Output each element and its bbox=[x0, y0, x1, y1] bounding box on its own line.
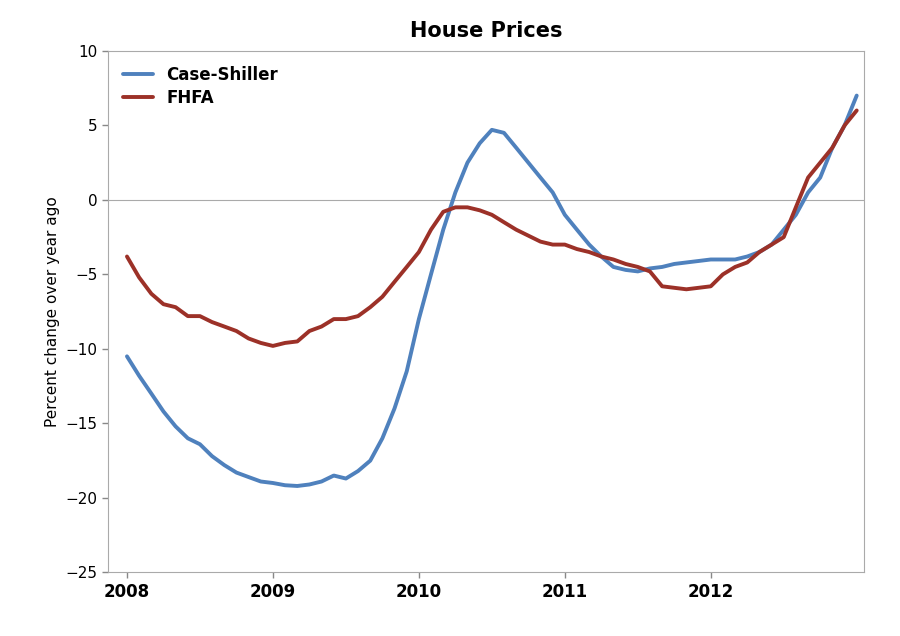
Line: FHFA: FHFA bbox=[127, 111, 857, 346]
FHFA bbox=[389, 278, 400, 286]
Case-Shiller bbox=[304, 481, 315, 488]
Line: Case-Shiller: Case-Shiller bbox=[127, 95, 857, 486]
Case-Shiller bbox=[292, 482, 302, 490]
FHFA bbox=[304, 327, 315, 335]
Case-Shiller bbox=[766, 241, 777, 249]
FHFA bbox=[523, 232, 534, 240]
Case-Shiller bbox=[122, 352, 132, 360]
Title: House Prices: House Prices bbox=[410, 21, 562, 41]
FHFA bbox=[267, 342, 278, 350]
FHFA bbox=[572, 245, 582, 253]
Case-Shiller bbox=[851, 92, 862, 99]
FHFA bbox=[766, 241, 777, 249]
Case-Shiller bbox=[267, 479, 278, 487]
Case-Shiller bbox=[523, 159, 534, 167]
Legend: Case-Shiller, FHFA: Case-Shiller, FHFA bbox=[116, 59, 284, 114]
FHFA bbox=[122, 252, 132, 260]
FHFA bbox=[851, 107, 862, 114]
Case-Shiller bbox=[572, 226, 582, 233]
Case-Shiller bbox=[389, 404, 400, 412]
FHFA bbox=[280, 339, 291, 347]
Y-axis label: Percent change over year ago: Percent change over year ago bbox=[45, 197, 60, 427]
